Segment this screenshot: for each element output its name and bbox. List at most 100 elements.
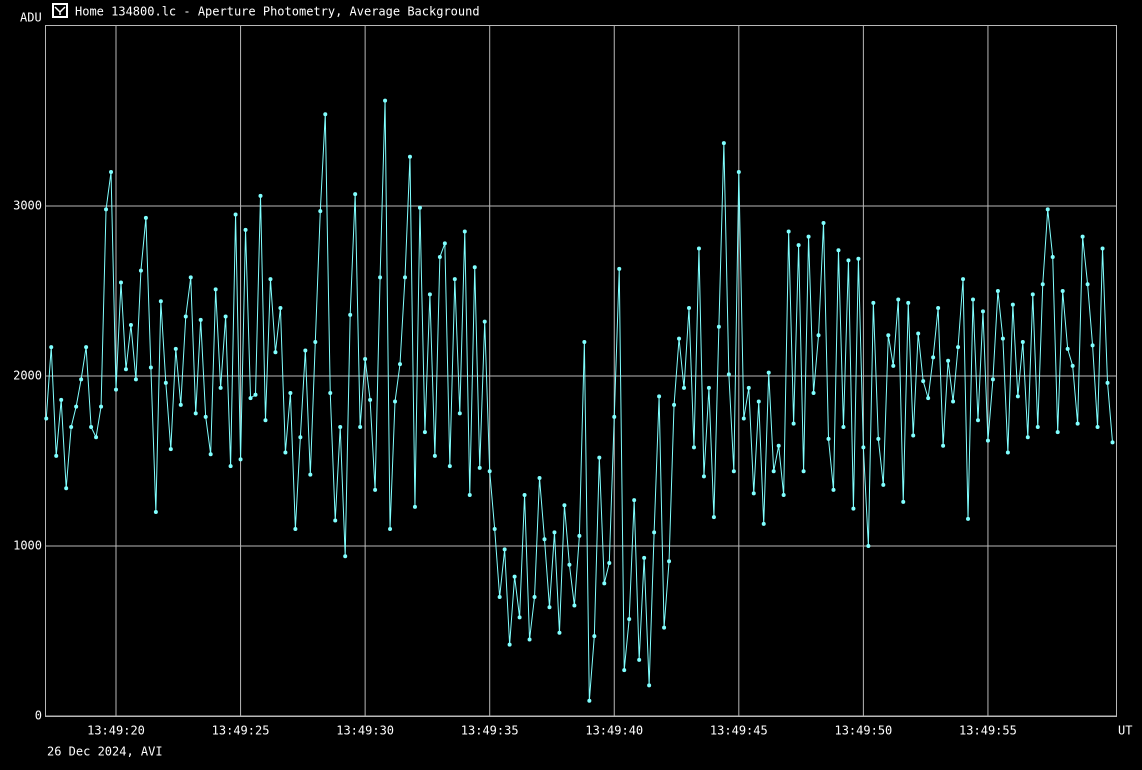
data-point <box>1035 425 1040 430</box>
data-point <box>1070 363 1075 368</box>
data-point <box>696 246 701 251</box>
data-point <box>398 362 403 367</box>
data-point <box>502 547 507 552</box>
data-point <box>79 377 84 382</box>
x-tick-label: 13:49:20 <box>87 724 145 738</box>
data-point <box>821 221 826 226</box>
data-point <box>577 533 582 538</box>
data-point <box>168 447 173 452</box>
data-point <box>507 642 512 647</box>
data-point <box>856 256 861 261</box>
data-point <box>801 469 806 474</box>
data-point <box>497 595 502 600</box>
data-point <box>1085 282 1090 287</box>
data-point <box>622 668 627 673</box>
data-point <box>303 348 308 353</box>
x-tick-label: 13:49:55 <box>959 724 1017 738</box>
footer: 26 Dec 2024, AVI <box>47 745 163 759</box>
data-point <box>64 486 69 491</box>
data-point <box>363 357 368 362</box>
data-point <box>701 474 706 479</box>
data-point <box>766 370 771 375</box>
data-point <box>153 510 158 515</box>
data-point <box>667 559 672 564</box>
data-point <box>731 469 736 474</box>
data-point <box>333 518 338 523</box>
data-point <box>936 306 941 311</box>
y-tick-label: 2000 <box>13 369 42 383</box>
data-point <box>756 399 761 404</box>
data-point <box>602 581 607 586</box>
y-axis-label: ADU <box>20 11 42 25</box>
data-point <box>388 527 393 532</box>
data-point <box>1050 255 1055 260</box>
data-point <box>343 554 348 559</box>
data-point <box>761 521 766 526</box>
data-point <box>467 493 472 498</box>
data-point <box>532 595 537 600</box>
data-point <box>776 443 781 448</box>
data-point <box>691 445 696 450</box>
data-point <box>128 323 133 328</box>
data-point <box>188 275 193 280</box>
data-point <box>373 487 378 492</box>
x-tick-label: 13:49:40 <box>585 724 643 738</box>
data-point <box>358 425 363 430</box>
data-point <box>886 333 891 338</box>
data-point <box>248 396 253 401</box>
data-point <box>632 498 637 503</box>
data-point <box>158 299 163 304</box>
data-point <box>946 358 951 363</box>
data-point <box>422 430 427 435</box>
data-point <box>547 605 552 610</box>
x-tick-label: 13:49:50 <box>834 724 892 738</box>
data-point <box>233 212 238 217</box>
data-point <box>477 465 482 470</box>
data-point <box>407 154 412 159</box>
data-point <box>437 255 442 260</box>
data-point <box>781 493 786 498</box>
data-point <box>492 527 497 532</box>
data-point <box>1025 435 1030 440</box>
data-point <box>627 617 632 622</box>
data-point <box>956 345 961 350</box>
data-point <box>592 634 597 639</box>
data-point <box>203 414 208 419</box>
y-tick-label: 0 <box>35 709 42 723</box>
data-point <box>263 418 268 423</box>
data-point <box>866 544 871 549</box>
data-point <box>118 280 123 285</box>
data-point <box>338 425 343 430</box>
data-point <box>84 345 89 350</box>
data-point <box>313 340 318 345</box>
data-point <box>258 193 263 198</box>
data-point <box>253 392 258 397</box>
y-tick-label: 3000 <box>13 199 42 213</box>
data-point <box>412 504 417 509</box>
data-point <box>941 443 946 448</box>
data-point <box>44 416 49 421</box>
data-point <box>238 457 243 462</box>
data-point <box>891 363 896 368</box>
data-point <box>278 306 283 311</box>
data-point <box>871 300 876 305</box>
data-point <box>1010 302 1015 307</box>
data-point <box>522 493 527 498</box>
data-point <box>726 372 731 377</box>
data-point <box>74 404 79 409</box>
data-point <box>861 445 866 450</box>
data-point <box>975 418 980 423</box>
data-point <box>527 637 532 642</box>
data-point <box>706 385 711 390</box>
data-point <box>537 476 542 481</box>
data-point <box>1005 450 1010 455</box>
x-tick-label: 13:49:35 <box>461 724 519 738</box>
data-point <box>916 331 921 336</box>
data-point <box>746 385 751 390</box>
data-point <box>457 411 462 416</box>
data-point <box>447 464 452 469</box>
x-axis-label: UT <box>1118 724 1132 738</box>
data-point <box>1110 440 1115 445</box>
data-point <box>402 275 407 280</box>
